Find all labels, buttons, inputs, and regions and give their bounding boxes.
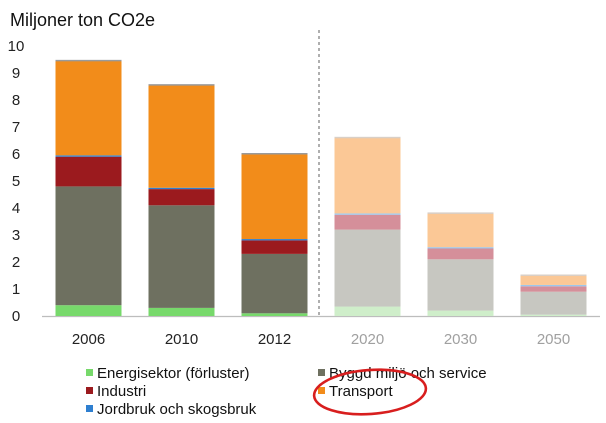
bar-2012-2 xyxy=(241,240,308,254)
bar-2050-2 xyxy=(520,286,587,292)
bar-2010-2 xyxy=(148,189,215,206)
bar-2020-2 xyxy=(334,214,401,230)
bar-2020-4 xyxy=(334,137,401,214)
x-tick-label: 2020 xyxy=(351,331,384,348)
x-tick-label: 2050 xyxy=(537,331,570,348)
legend-label: Transport xyxy=(329,383,393,400)
bar-2050-3 xyxy=(520,284,587,287)
bar-2030-1 xyxy=(427,259,494,311)
bar-2050-1 xyxy=(520,291,587,315)
bar-2006-4 xyxy=(55,60,122,156)
bar-2012-4 xyxy=(241,154,308,240)
legend-swatch-2 xyxy=(86,387,93,394)
highlight-ellipse xyxy=(312,368,428,416)
y-tick-label: 3 xyxy=(12,227,20,244)
y-tick-label: 5 xyxy=(12,173,20,190)
bar-top-2020 xyxy=(334,136,401,139)
bar-top-2012 xyxy=(241,153,308,155)
bar-2012-1 xyxy=(241,253,308,314)
bar-top-2030 xyxy=(427,212,494,214)
bar-top-2010 xyxy=(148,84,215,86)
legend-label: Energisektor (förluster) xyxy=(97,365,250,382)
x-tick-label: 2006 xyxy=(72,331,105,348)
bar-2030-3 xyxy=(427,247,494,249)
bar-2010-3 xyxy=(148,187,215,190)
bar-2020-0 xyxy=(334,306,401,316)
bar-2006-2 xyxy=(55,156,122,187)
legend-swatch-0 xyxy=(86,369,93,376)
bar-2010-1 xyxy=(148,205,215,308)
y-tick-label: 0 xyxy=(12,308,20,325)
y-tick-label: 2 xyxy=(12,254,20,271)
y-tick-label: 4 xyxy=(12,200,20,217)
x-tick-label: 2012 xyxy=(258,331,291,348)
y-tick-label: 9 xyxy=(12,65,20,82)
y-tick-label: 7 xyxy=(12,119,20,136)
bar-top-2006 xyxy=(55,59,122,62)
bar-2030-4 xyxy=(427,213,494,248)
y-tick-label: 1 xyxy=(12,281,20,298)
bar-2012-3 xyxy=(241,239,308,241)
legend-label: Industri xyxy=(97,383,146,400)
chart-title: Miljoner ton CO2e xyxy=(10,10,155,30)
bar-2020-3 xyxy=(334,213,401,215)
bar-2030-0 xyxy=(427,310,494,316)
legend-swatch-3 xyxy=(86,405,93,412)
y-tick-label: 8 xyxy=(12,92,20,109)
bar-2010-4 xyxy=(148,85,215,188)
bar-2012-0 xyxy=(241,313,308,316)
bar-2020-1 xyxy=(334,229,401,307)
x-tick-label: 2030 xyxy=(444,331,477,348)
legend-label: Jordbruk och skogsbruk xyxy=(97,401,257,418)
bar-2006-3 xyxy=(55,155,122,157)
legend-swatch-4 xyxy=(318,387,325,394)
bar-2006-1 xyxy=(55,186,122,306)
bar-2030-2 xyxy=(427,248,494,260)
y-tick-label: 6 xyxy=(12,146,20,163)
bar-top-2050 xyxy=(520,274,587,276)
x-tick-label: 2010 xyxy=(165,331,198,348)
bar-2006-0 xyxy=(55,305,122,316)
bar-2050-0 xyxy=(520,314,587,316)
legend-swatch-1 xyxy=(318,369,325,376)
bar-2050-4 xyxy=(520,275,587,285)
bar-2010-0 xyxy=(148,307,215,316)
y-tick-label: 10 xyxy=(8,38,25,55)
